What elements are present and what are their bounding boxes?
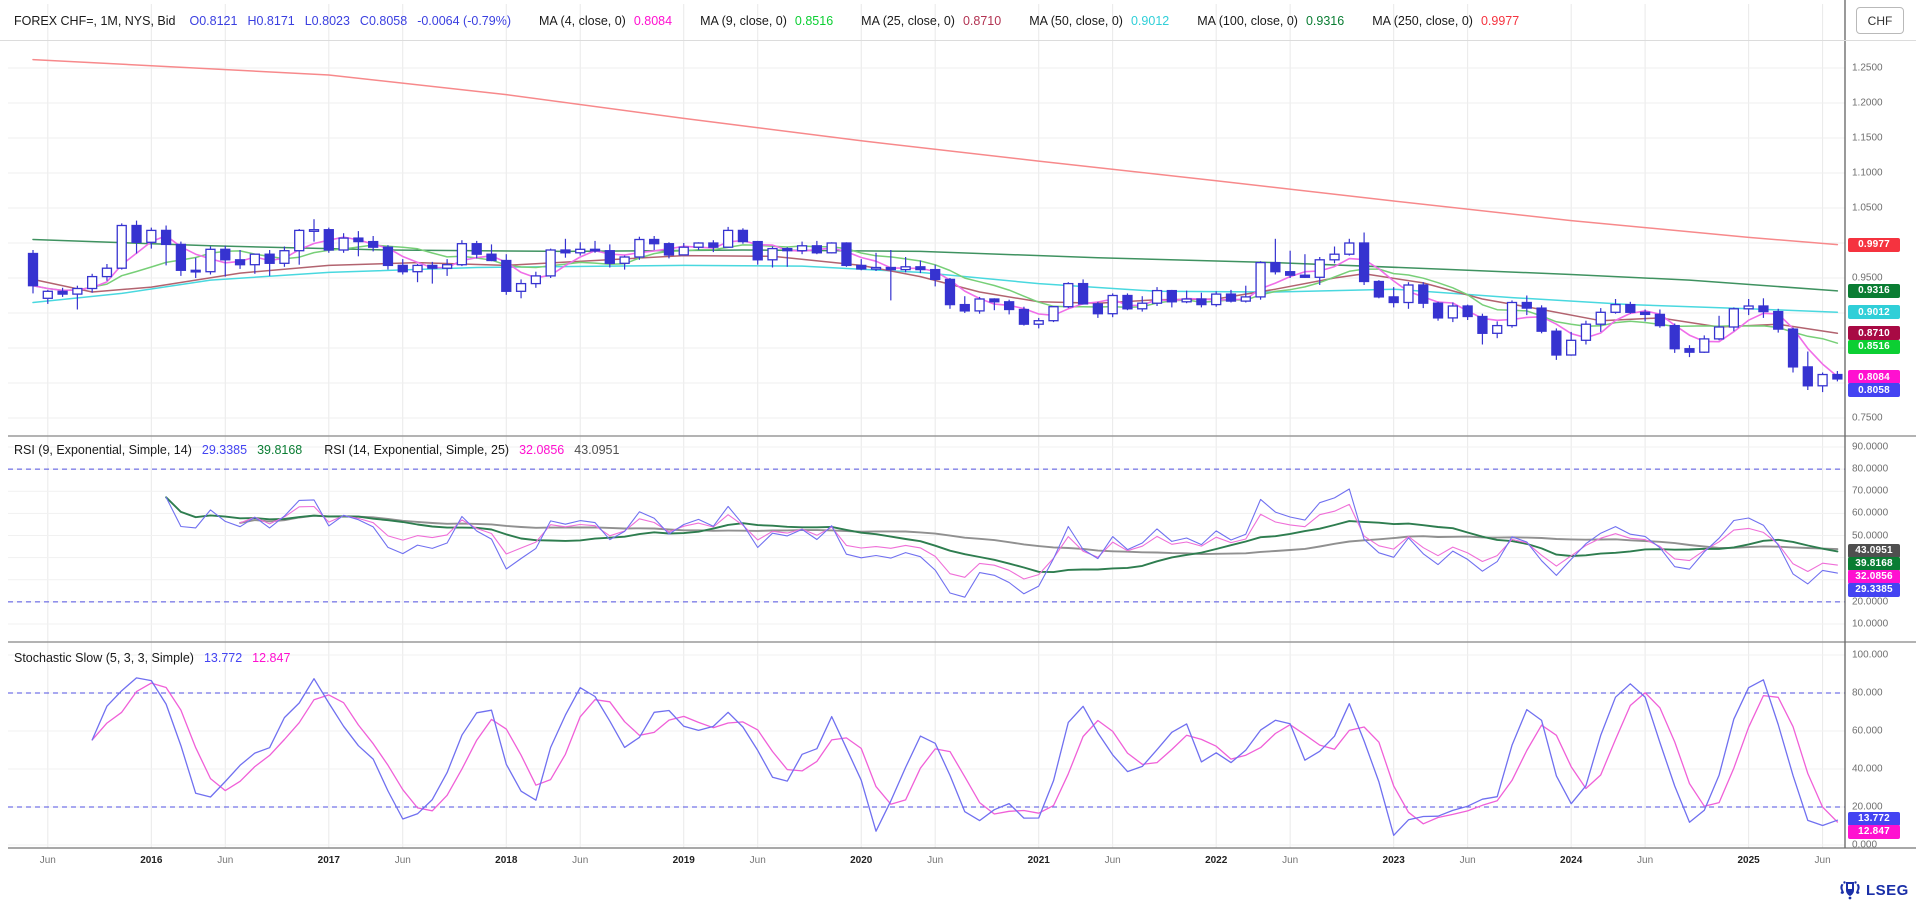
instrument-title: FOREX CHF=, 1M, NYS, Bid [14,14,176,28]
time-axis-year-label: 2017 [317,855,340,866]
axis-tick-label: 1.0500 [1852,202,1883,214]
axis-tick-label: 40.000 [1852,763,1883,775]
time-axis-month-label: Jun [394,855,411,866]
ma-legend-value: 0.9977 [1480,14,1520,28]
axis-tick-label: 80.000 [1852,687,1883,699]
price-badge: 0.9012 [1848,305,1900,320]
stoch-value-k: 13.772 [203,651,243,665]
rsi-value-2: 39.8168 [257,443,303,457]
axis-tick-label: 20.0000 [1852,596,1889,608]
axis-tick-label: 10.0000 [1852,618,1889,630]
time-axis-year-label: 2016 [140,855,163,866]
price-badge: 0.8084 [1848,370,1900,385]
time-axis-year-label: 2023 [1382,855,1405,866]
ma-legend-value: 0.8516 [794,14,834,28]
time-axis-year-label: 2022 [1205,855,1228,866]
time-axis-month-label: Jun [39,855,56,866]
time-axis-month-label: Jun [1104,855,1121,866]
high-value: H0.8171 [247,14,295,28]
axis-tick-label: 90.0000 [1852,441,1889,453]
rsi-panel-legend: RSI (9, Exponential, Simple, 14) 29.3385… [14,443,629,457]
price-badge: 0.9316 [1848,283,1900,298]
axis-tick-label: 0.000 [1852,839,1878,851]
ma-legend-label: MA (9, close, 0) [700,14,787,28]
axis-tick-label: 1.2000 [1852,97,1883,109]
time-axis-month-label: Jun [572,855,589,866]
ma-legend-label: MA (250, close, 0) [1372,14,1473,28]
main-panel-plot [27,58,1843,393]
price-badge: 0.8058 [1848,383,1900,398]
price-badge: 29.3385 [1848,582,1900,597]
axis-tick-label: 60.000 [1852,725,1883,737]
ma-legend-value: 0.9316 [1305,14,1345,28]
stoch-value-d: 12.847 [252,651,291,665]
time-axis-month-label: Jun [1282,855,1299,866]
price-badge: 43.0951 [1848,543,1900,558]
low-value: L0.8023 [304,14,350,28]
ma-legend: MA (4, close, 0) 0.8084 MA (9, close, 0) 0.… [521,14,1529,28]
price-badge: 12.847 [1848,824,1900,839]
time-axis-year-label: 2019 [672,855,695,866]
rsi-value-1: 29.3385 [201,443,248,457]
time-axis-month-label: Jun [1459,855,1476,866]
rsi-value-4: 43.0951 [574,443,620,457]
ma-legend-value: 0.9012 [1130,14,1170,28]
axis-tick-label: 100.000 [1852,649,1889,661]
axis-tick-label: 20.000 [1852,801,1883,813]
price-badge: 0.8516 [1848,339,1900,354]
lseg-logo-text: LSEG [1866,881,1909,899]
time-axis-year-label: 2021 [1027,855,1050,866]
lseg-crest-icon [1840,881,1860,900]
time-axis-month-label: Jun [217,855,234,866]
time-axis-month-label: Jun [749,855,766,866]
time-axis-year-label: 2025 [1737,855,1760,866]
price-badge: 0.8710 [1848,326,1900,341]
time-axis-month-label: Jun [1814,855,1831,866]
axis-tick-label: 1.1500 [1852,132,1883,144]
stochastic-panel-plot [8,677,1845,836]
axis-tick-label: 80.0000 [1852,463,1889,475]
rsi-value-3: 32.0856 [519,443,565,457]
time-axis-year-label: 2024 [1560,855,1583,866]
axis-tick-label: 0.9500 [1852,272,1883,284]
header-divider [0,40,1916,41]
axis-tick-label: 60.0000 [1852,507,1889,519]
axis-tick-label: 1.1000 [1852,167,1883,179]
axis-tick-label: 50.0000 [1852,530,1889,541]
time-axis-month-label: Jun [927,855,944,866]
chart-legend-bar: FOREX CHF=, 1M, NYS, Bid O0.8121 H0.8171… [14,8,1529,34]
open-value: O0.8121 [189,14,238,28]
stochastic-panel-legend: Stochastic Slow (5, 3, 3, Simple) 13.772… [14,651,300,665]
axis-tick-label: 1.2500 [1852,62,1883,74]
axis-tick-label: 70.0000 [1852,485,1889,497]
price-badge: 32.0856 [1848,569,1900,584]
ma-legend-label: MA (50, close, 0) [1029,14,1123,28]
rsi-title-2: RSI (14, Exponential, Simple, 25) [324,443,510,457]
time-axis-year-label: 2018 [495,855,518,866]
stoch-title: Stochastic Slow (5, 3, 3, Simple) [14,651,194,665]
axis-tick-label: 0.7500 [1852,412,1883,424]
change-value: -0.0064 (-0.79%) [417,14,511,28]
rsi-title: RSI (9, Exponential, Simple, 14) [14,443,192,457]
ma-legend-value: 0.8710 [962,14,1002,28]
price-badge: 0.9977 [1848,237,1900,252]
close-value: C0.8058 [359,14,408,28]
ma-legend-label: MA (100, close, 0) [1197,14,1298,28]
ma-legend-label: MA (4, close, 0) [539,14,626,28]
rsi-panel-plot [8,468,1845,603]
ma-legend-value: 0.8084 [633,14,673,28]
lseg-logo: LSEG [1838,880,1909,900]
time-axis-month-label: Jun [1637,855,1654,866]
price-badge: 39.8168 [1848,556,1900,571]
time-axis-year-label: 2020 [850,855,873,866]
price-badge: 13.772 [1848,811,1900,826]
ma-legend-label: MA (25, close, 0) [861,14,955,28]
currency-tab-chf[interactable]: CHF [1856,7,1904,34]
